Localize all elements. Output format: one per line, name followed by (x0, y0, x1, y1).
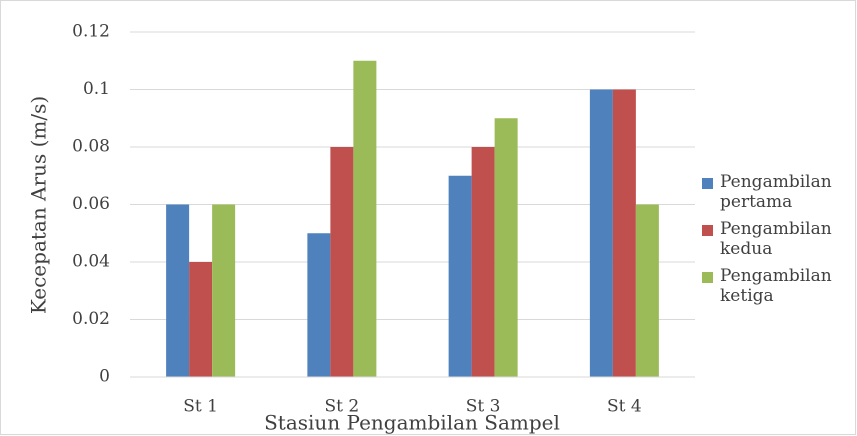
legend: Pengambilan pertama Pengambilan kedua Peng… (702, 172, 852, 313)
y-tick-label: 0.02 (72, 309, 110, 329)
bar (307, 233, 331, 377)
legend-label: Pengambilan kedua (720, 219, 832, 259)
bar (471, 147, 495, 377)
y-tick-label: 0 (99, 367, 110, 387)
bar (589, 89, 613, 377)
y-tick-label: 0.12 (72, 22, 110, 42)
legend-label: Pengambilan pertama (720, 172, 832, 212)
y-axis-title: Kecepatan Arus (m/s) (27, 96, 51, 314)
bar (212, 204, 236, 377)
bar (330, 147, 354, 377)
legend-swatch (702, 178, 713, 189)
bar (612, 89, 636, 377)
y-tick-label: 0.06 (72, 194, 110, 214)
y-tick-label: 0.08 (72, 137, 110, 157)
x-tick-label: St 3 (466, 397, 501, 417)
legend-item: Pengambilan kedua (702, 219, 852, 266)
bar (635, 204, 659, 377)
bar (494, 118, 518, 377)
legend-swatch (702, 225, 713, 236)
legend-label: Pengambilan ketiga (720, 266, 832, 306)
x-tick-label: St 2 (325, 397, 360, 417)
legend-item: Pengambilan ketiga (702, 266, 852, 313)
bar (189, 262, 213, 377)
y-tick-label: 0.04 (72, 252, 110, 272)
y-tick-label: 0.1 (83, 79, 110, 99)
x-tick-label: St 4 (607, 397, 642, 417)
bar (448, 175, 472, 377)
legend-item: Pengambilan pertama (702, 172, 852, 219)
x-tick-label: St 1 (183, 397, 218, 417)
x-axis-title: Stasiun Pengambilan Sampel (264, 411, 560, 435)
bar (353, 60, 377, 377)
legend-swatch (702, 272, 713, 283)
bar (166, 204, 190, 377)
